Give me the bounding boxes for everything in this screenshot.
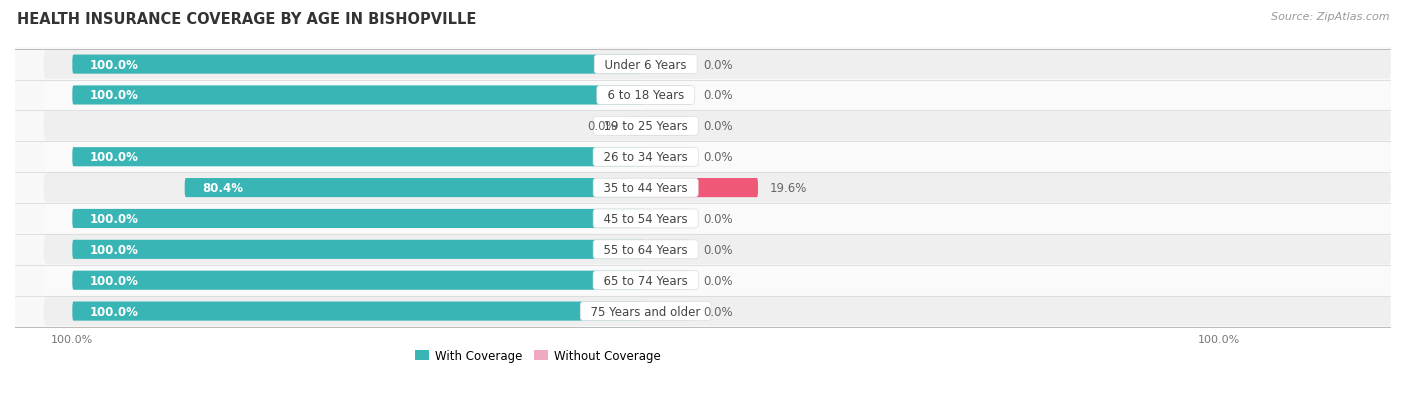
Text: Under 6 Years: Under 6 Years bbox=[598, 59, 695, 71]
Text: 75 Years and older: 75 Years and older bbox=[583, 305, 709, 318]
FancyBboxPatch shape bbox=[72, 240, 645, 259]
Text: 19.6%: 19.6% bbox=[769, 182, 807, 195]
Text: 35 to 44 Years: 35 to 44 Years bbox=[596, 182, 695, 195]
Text: 26 to 34 Years: 26 to 34 Years bbox=[596, 151, 696, 164]
Text: 55 to 64 Years: 55 to 64 Years bbox=[596, 243, 695, 256]
FancyBboxPatch shape bbox=[645, 178, 758, 198]
Text: 19 to 25 Years: 19 to 25 Years bbox=[596, 120, 696, 133]
Text: 0.0%: 0.0% bbox=[703, 274, 733, 287]
FancyBboxPatch shape bbox=[44, 204, 1391, 234]
Text: 0.0%: 0.0% bbox=[703, 59, 733, 71]
FancyBboxPatch shape bbox=[44, 235, 1391, 264]
Text: 80.4%: 80.4% bbox=[202, 182, 243, 195]
FancyBboxPatch shape bbox=[72, 209, 645, 228]
Text: 65 to 74 Years: 65 to 74 Years bbox=[596, 274, 696, 287]
Text: 0.0%: 0.0% bbox=[703, 151, 733, 164]
FancyBboxPatch shape bbox=[72, 271, 645, 290]
Text: Source: ZipAtlas.com: Source: ZipAtlas.com bbox=[1271, 12, 1389, 22]
Text: 100.0%: 100.0% bbox=[90, 274, 138, 287]
FancyBboxPatch shape bbox=[44, 173, 1391, 203]
FancyBboxPatch shape bbox=[645, 209, 692, 228]
FancyBboxPatch shape bbox=[44, 112, 1391, 141]
Legend: With Coverage, Without Coverage: With Coverage, Without Coverage bbox=[411, 345, 665, 367]
Text: 0.0%: 0.0% bbox=[703, 212, 733, 225]
Text: 0.0%: 0.0% bbox=[703, 89, 733, 102]
FancyBboxPatch shape bbox=[645, 271, 692, 290]
FancyBboxPatch shape bbox=[645, 117, 692, 136]
Text: 6 to 18 Years: 6 to 18 Years bbox=[600, 89, 692, 102]
Text: 45 to 54 Years: 45 to 54 Years bbox=[596, 212, 695, 225]
FancyBboxPatch shape bbox=[184, 178, 645, 198]
Text: 100.0%: 100.0% bbox=[90, 212, 138, 225]
FancyBboxPatch shape bbox=[44, 297, 1391, 326]
Text: 0.0%: 0.0% bbox=[588, 120, 617, 133]
Text: 100.0%: 100.0% bbox=[90, 243, 138, 256]
Text: 0.0%: 0.0% bbox=[703, 120, 733, 133]
FancyBboxPatch shape bbox=[645, 240, 692, 259]
FancyBboxPatch shape bbox=[72, 86, 645, 105]
Text: 100.0%: 100.0% bbox=[90, 89, 138, 102]
FancyBboxPatch shape bbox=[645, 86, 692, 105]
FancyBboxPatch shape bbox=[72, 55, 645, 74]
Text: 0.0%: 0.0% bbox=[703, 243, 733, 256]
FancyBboxPatch shape bbox=[72, 302, 645, 321]
FancyBboxPatch shape bbox=[626, 117, 645, 136]
FancyBboxPatch shape bbox=[645, 55, 692, 74]
FancyBboxPatch shape bbox=[72, 148, 645, 167]
Text: 100.0%: 100.0% bbox=[90, 59, 138, 71]
Text: HEALTH INSURANCE COVERAGE BY AGE IN BISHOPVILLE: HEALTH INSURANCE COVERAGE BY AGE IN BISH… bbox=[17, 12, 477, 27]
FancyBboxPatch shape bbox=[44, 81, 1391, 111]
FancyBboxPatch shape bbox=[44, 142, 1391, 172]
Text: 100.0%: 100.0% bbox=[90, 305, 138, 318]
FancyBboxPatch shape bbox=[645, 302, 692, 321]
Text: 100.0%: 100.0% bbox=[90, 151, 138, 164]
Text: 0.0%: 0.0% bbox=[703, 305, 733, 318]
FancyBboxPatch shape bbox=[44, 50, 1391, 80]
FancyBboxPatch shape bbox=[645, 148, 692, 167]
FancyBboxPatch shape bbox=[44, 266, 1391, 295]
